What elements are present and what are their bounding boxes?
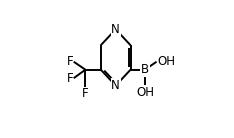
Text: F: F — [82, 87, 89, 100]
Text: OH: OH — [157, 55, 175, 68]
Text: F: F — [66, 72, 73, 85]
Text: OH: OH — [136, 86, 154, 99]
Text: F: F — [66, 55, 73, 68]
Text: N: N — [111, 79, 120, 92]
Text: B: B — [141, 63, 149, 76]
Text: N: N — [111, 23, 120, 36]
